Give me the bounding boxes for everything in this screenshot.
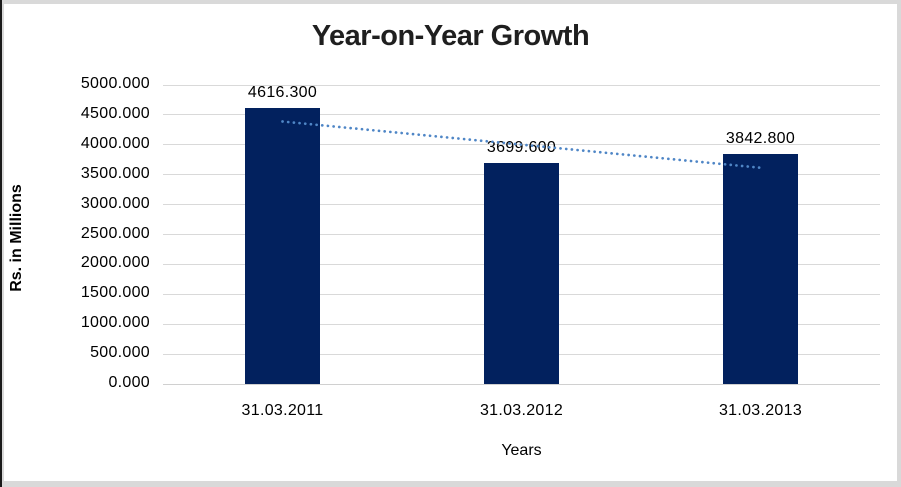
gridline	[163, 84, 880, 86]
x-axis-title: Years	[501, 442, 542, 459]
y-tick-label: 5000.000	[80, 75, 150, 92]
y-tick-label: 2000.000	[80, 254, 150, 272]
bar-value-label: 3699.600	[486, 138, 557, 156]
frame-bottom-border	[0, 481, 901, 487]
y-tick-label: 4500.000	[80, 104, 150, 122]
x-category-label: 31.03.2013	[718, 402, 803, 419]
x-category-label: 31.03.2012	[479, 402, 564, 419]
gridline	[163, 383, 880, 385]
frame-top-border	[0, 0, 901, 4]
x-category-label: 31.03.2011	[241, 402, 324, 419]
bar	[484, 162, 559, 384]
y-tick-label: 2500.000	[80, 224, 150, 242]
bar	[245, 107, 320, 384]
gridline	[163, 114, 880, 116]
bar-value-label: 3842.800	[725, 130, 796, 148]
y-tick-label: 500.000	[90, 344, 150, 362]
y-tick-label: 4000.000	[80, 134, 150, 152]
chart-title: Year-on-Year Growth	[311, 20, 590, 52]
y-tick-label: 1000.000	[80, 314, 150, 332]
y-tick-label: 0.000	[108, 374, 150, 391]
y-tick-label: 1500.000	[80, 284, 150, 302]
y-tick-label: 3500.000	[80, 164, 150, 182]
frame-left-edge	[0, 0, 2, 487]
frame-right-border	[897, 0, 901, 487]
bar-value-label: 4616.300	[247, 83, 318, 101]
y-tick-label: 3000.000	[80, 194, 150, 212]
bar	[723, 154, 798, 384]
frame-left-border	[2, 0, 4, 487]
